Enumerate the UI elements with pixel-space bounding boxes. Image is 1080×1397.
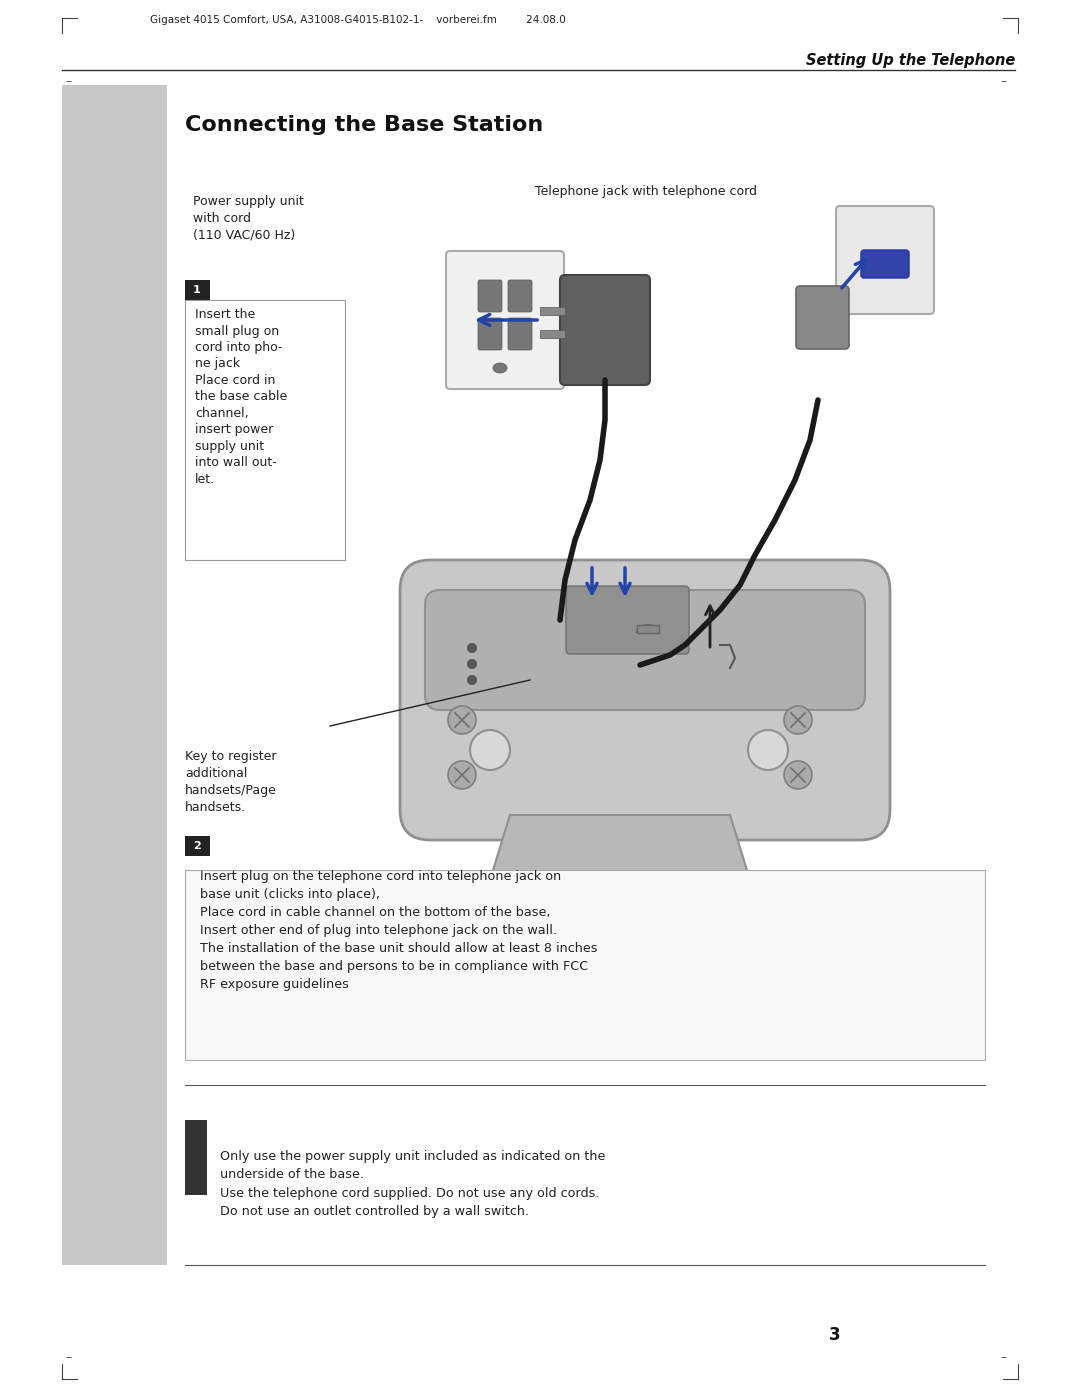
FancyBboxPatch shape <box>478 279 502 312</box>
Bar <box>185 300 345 560</box>
Text: –: – <box>1000 1351 1007 1365</box>
Bar <box>185 870 985 1060</box>
Circle shape <box>467 675 477 685</box>
Text: 3: 3 <box>829 1326 841 1344</box>
Circle shape <box>748 731 788 770</box>
Text: Insert plug on the telephone cord into telephone jack on
base unit (clicks into : Insert plug on the telephone cord into t… <box>200 870 597 990</box>
Text: 1: 1 <box>193 285 201 295</box>
FancyBboxPatch shape <box>508 279 532 312</box>
Text: –: – <box>65 1351 71 1365</box>
Text: Gigaset 4015 Comfort, USA, A31008-G4015-B102-1-    vorberei.fm         24.08.0: Gigaset 4015 Comfort, USA, A31008-G4015-… <box>150 15 566 25</box>
FancyBboxPatch shape <box>861 250 909 278</box>
Text: Only use the power supply unit included as indicated on the
underside of the bas: Only use the power supply unit included … <box>220 1150 606 1218</box>
Circle shape <box>784 705 812 733</box>
Bar <box>185 835 210 856</box>
Text: Key to register
additional
handsets/Page
handsets.: Key to register additional handsets/Page… <box>185 750 276 814</box>
Text: 2: 2 <box>193 841 201 851</box>
Text: –: – <box>65 75 71 88</box>
FancyBboxPatch shape <box>836 205 934 314</box>
Bar <box>540 330 565 338</box>
FancyBboxPatch shape <box>478 319 502 351</box>
FancyBboxPatch shape <box>426 590 865 710</box>
Circle shape <box>467 659 477 669</box>
Bar <box>185 1120 207 1194</box>
Bar <box>185 279 210 300</box>
Circle shape <box>784 761 812 789</box>
FancyBboxPatch shape <box>446 251 564 388</box>
FancyBboxPatch shape <box>566 585 689 654</box>
Circle shape <box>470 731 510 770</box>
FancyBboxPatch shape <box>561 275 650 386</box>
Polygon shape <box>490 814 750 880</box>
FancyBboxPatch shape <box>400 560 890 840</box>
Text: –: – <box>1000 75 1007 88</box>
Text: Connecting the Base Station: Connecting the Base Station <box>185 115 543 136</box>
Bar <box>540 307 565 314</box>
Circle shape <box>467 643 477 652</box>
Text: Setting Up the Telephone: Setting Up the Telephone <box>806 53 1015 67</box>
Text: Power supply unit
with cord
(110 VAC/60 Hz): Power supply unit with cord (110 VAC/60 … <box>193 196 303 242</box>
Circle shape <box>448 705 476 733</box>
Ellipse shape <box>492 363 507 373</box>
FancyBboxPatch shape <box>508 319 532 351</box>
Text: Insert the
small plug on
cord into pho-
ne jack
Place cord in
the base cable
cha: Insert the small plug on cord into pho- … <box>195 307 287 486</box>
Bar <box>637 624 659 633</box>
Text: Telephone jack with telephone cord: Telephone jack with telephone cord <box>535 184 757 198</box>
FancyBboxPatch shape <box>796 286 849 349</box>
Circle shape <box>448 761 476 789</box>
Bar <box>62 85 167 1266</box>
